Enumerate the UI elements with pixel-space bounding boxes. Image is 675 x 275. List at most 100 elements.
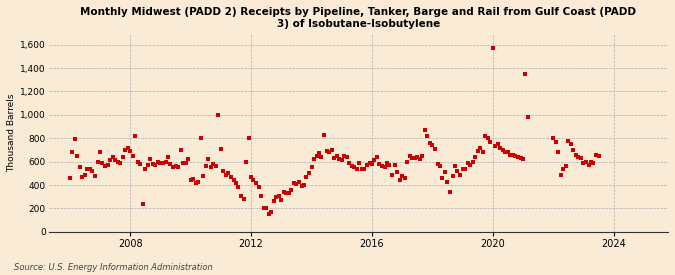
Point: [231, 180, 242, 185]
Point: [140, 166, 151, 171]
Point: [326, 148, 337, 152]
Point: [221, 172, 232, 177]
Point: [442, 179, 453, 184]
Point: [510, 154, 521, 158]
Point: [80, 172, 90, 177]
Point: [261, 206, 271, 211]
Point: [410, 156, 421, 160]
Point: [346, 164, 357, 169]
Point: [354, 161, 364, 165]
Point: [399, 176, 410, 180]
Point: [256, 193, 267, 198]
Point: [185, 178, 196, 183]
Point: [202, 157, 213, 161]
Point: [455, 172, 466, 177]
Point: [132, 160, 143, 164]
Point: [170, 164, 181, 169]
Point: [153, 160, 163, 164]
Point: [591, 152, 601, 157]
Point: [402, 160, 412, 164]
Point: [160, 160, 171, 164]
Point: [512, 155, 523, 159]
Point: [379, 165, 390, 170]
Point: [548, 136, 559, 141]
Point: [138, 202, 148, 206]
Point: [377, 164, 387, 169]
Point: [417, 154, 428, 158]
Point: [361, 163, 372, 167]
Point: [74, 165, 85, 170]
Point: [119, 148, 130, 152]
Point: [367, 162, 377, 166]
Point: [580, 160, 591, 164]
Point: [70, 137, 80, 142]
Point: [308, 157, 319, 161]
Point: [576, 156, 587, 160]
Point: [435, 164, 446, 169]
Point: [286, 188, 297, 192]
Point: [92, 160, 103, 164]
Point: [566, 142, 576, 146]
Point: [374, 162, 385, 166]
Point: [502, 150, 513, 155]
Point: [180, 161, 191, 165]
Point: [344, 161, 354, 165]
Point: [419, 128, 430, 132]
Point: [110, 158, 121, 163]
Point: [553, 150, 564, 155]
Point: [482, 136, 493, 141]
Point: [485, 139, 496, 144]
Point: [359, 166, 370, 171]
Point: [157, 161, 168, 165]
Point: [218, 169, 229, 173]
Point: [117, 155, 128, 159]
Point: [570, 152, 581, 157]
Point: [460, 166, 470, 171]
Point: [472, 149, 483, 153]
Point: [115, 161, 126, 165]
Point: [465, 163, 476, 167]
Point: [583, 163, 594, 167]
Point: [556, 172, 566, 177]
Point: [470, 155, 481, 159]
Point: [298, 183, 309, 187]
Point: [233, 185, 244, 189]
Point: [87, 169, 98, 173]
Point: [495, 145, 506, 150]
Point: [236, 193, 246, 198]
Point: [480, 134, 491, 138]
Point: [412, 155, 423, 159]
Point: [294, 179, 304, 184]
Point: [425, 141, 435, 145]
Point: [188, 177, 198, 182]
Point: [135, 162, 146, 166]
Point: [316, 155, 327, 159]
Point: [321, 149, 332, 153]
Point: [150, 163, 161, 167]
Point: [178, 161, 188, 165]
Point: [505, 152, 516, 157]
Point: [457, 166, 468, 171]
Point: [281, 191, 292, 196]
Point: [437, 176, 448, 180]
Point: [211, 164, 221, 169]
Point: [352, 166, 362, 171]
Point: [77, 175, 88, 179]
Point: [155, 161, 166, 165]
Point: [334, 157, 345, 161]
Point: [372, 155, 383, 159]
Point: [259, 206, 269, 211]
Point: [90, 174, 101, 178]
Point: [240, 160, 251, 164]
Point: [445, 190, 456, 194]
Point: [128, 154, 138, 158]
Point: [193, 179, 204, 184]
Point: [573, 155, 584, 159]
Point: [112, 160, 123, 164]
Title: Monthly Midwest (PADD 2) Receipts by Pipeline, Tanker, Barge and Rail from Gulf : Monthly Midwest (PADD 2) Receipts by Pip…: [80, 7, 637, 29]
Point: [588, 161, 599, 165]
Point: [497, 148, 508, 152]
Point: [145, 157, 156, 161]
Point: [319, 133, 329, 137]
Point: [246, 175, 256, 179]
